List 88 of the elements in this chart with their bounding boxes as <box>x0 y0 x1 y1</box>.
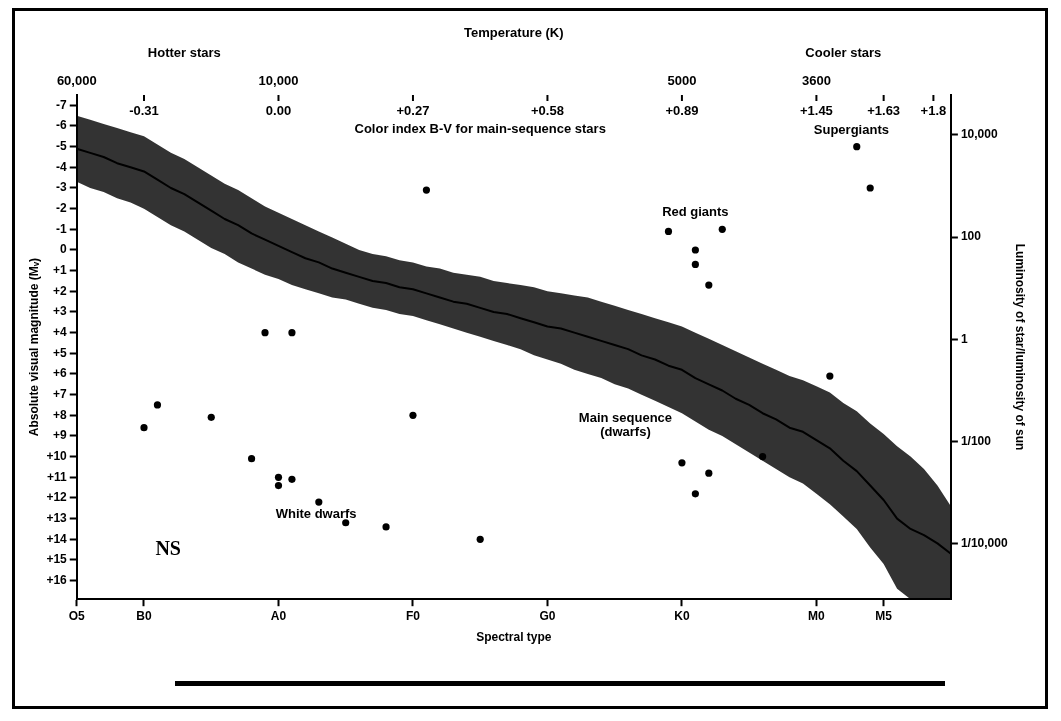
text: 60,000 <box>56 72 97 88</box>
annotation: White dwarfs <box>275 506 357 522</box>
point <box>866 184 874 192</box>
y-tick-label: +10 <box>46 448 68 463</box>
y-tick-label: +16 <box>46 572 68 587</box>
y-tick-label: +9 <box>53 428 68 443</box>
y-tick-label: +14 <box>46 531 68 546</box>
x-tick-label: F0 <box>405 608 421 623</box>
point <box>826 372 834 380</box>
x-tick-label: M0 <box>808 608 826 623</box>
y-tick-label: -3 <box>56 180 68 195</box>
point <box>315 498 323 506</box>
annotation: +1.45 <box>799 102 833 118</box>
text: 5000 <box>667 72 697 88</box>
annotation: -0.31 <box>129 102 159 118</box>
point <box>678 459 686 467</box>
annotation: +0.27 <box>396 102 430 118</box>
y-tick-label: +5 <box>53 345 68 360</box>
y-tick-label: -1 <box>56 221 68 236</box>
annotation: Main sequence (dwarfs) <box>578 410 673 440</box>
y2-tick-label: 100 <box>960 229 982 244</box>
y-tick-label: +11 <box>47 469 68 484</box>
annotation: +0.89 <box>665 102 699 118</box>
text: 10,000 <box>258 72 299 88</box>
y-tick-label: -2 <box>56 200 68 215</box>
y-tick-label: -5 <box>56 138 68 153</box>
y2-tick-label: 1/10,000 <box>960 536 1008 551</box>
point <box>759 453 767 461</box>
annotation: 0.00 <box>265 102 292 118</box>
point <box>382 523 390 531</box>
point <box>691 246 699 254</box>
y-tick-label: +15 <box>46 552 68 567</box>
point <box>342 519 350 527</box>
x-tick-label: M5 <box>875 608 893 623</box>
point <box>691 490 699 498</box>
annotation: +1.63 <box>867 102 901 118</box>
x-tick-label: A0 <box>270 608 287 623</box>
point <box>409 411 417 419</box>
y-tick-label: +1 <box>53 262 68 277</box>
text: Cooler stars <box>805 44 882 60</box>
y-tick-label: 0 <box>60 242 68 257</box>
point <box>274 473 283 481</box>
point <box>261 329 269 337</box>
y2-axis-title: Luminosity of star/luminosity of sun <box>1013 243 1028 451</box>
point <box>422 186 431 194</box>
point <box>288 475 296 483</box>
y-tick-label: +12 <box>46 490 68 505</box>
point <box>691 260 699 269</box>
x-tick-label: B0 <box>136 608 152 623</box>
text: Temperature (K) <box>464 24 564 40</box>
text: Hotter stars <box>147 44 221 60</box>
y-tick-label: +2 <box>53 283 68 298</box>
point <box>705 281 713 289</box>
y-tick-label: +3 <box>53 304 68 319</box>
annotation: Red giants <box>662 204 729 220</box>
y-tick-label: -4 <box>56 159 68 174</box>
y-tick-label: +8 <box>53 407 68 422</box>
y2-tick-label: 1 <box>960 331 968 346</box>
point <box>853 143 861 151</box>
point <box>288 329 296 337</box>
annotation: +1.8 <box>920 102 947 118</box>
annotation: +0.58 <box>530 102 564 118</box>
y2-tick-label: 1/100 <box>960 433 992 448</box>
point <box>153 401 162 409</box>
point <box>664 227 673 235</box>
y-tick-label: +7 <box>53 386 68 401</box>
point <box>274 481 283 490</box>
y2-tick-label: 10,000 <box>960 127 998 142</box>
point <box>140 424 148 432</box>
point <box>476 535 484 543</box>
annotation: Supergiants <box>813 121 889 137</box>
y-axis-title: Absolute visual magnitude (Mᵥ) <box>26 257 41 437</box>
y-tick-label: -6 <box>56 118 68 133</box>
annotation: Color index B-V for main-sequence stars <box>354 120 606 136</box>
x-axis-title: Spectral type <box>476 630 552 645</box>
x-tick-label: K0 <box>674 608 690 623</box>
point <box>207 413 215 421</box>
text: 3600 <box>801 72 831 88</box>
y-tick-label: +6 <box>53 366 68 381</box>
point <box>705 469 713 477</box>
y-tick-label: +13 <box>46 510 68 525</box>
annotation: NS <box>155 536 181 559</box>
y-tick-label: -7 <box>56 97 68 112</box>
point <box>247 455 256 463</box>
y-tick-label: +4 <box>53 324 68 339</box>
x-tick-label: G0 <box>539 608 556 623</box>
point <box>718 225 726 233</box>
x-tick-label: O5 <box>68 608 86 623</box>
